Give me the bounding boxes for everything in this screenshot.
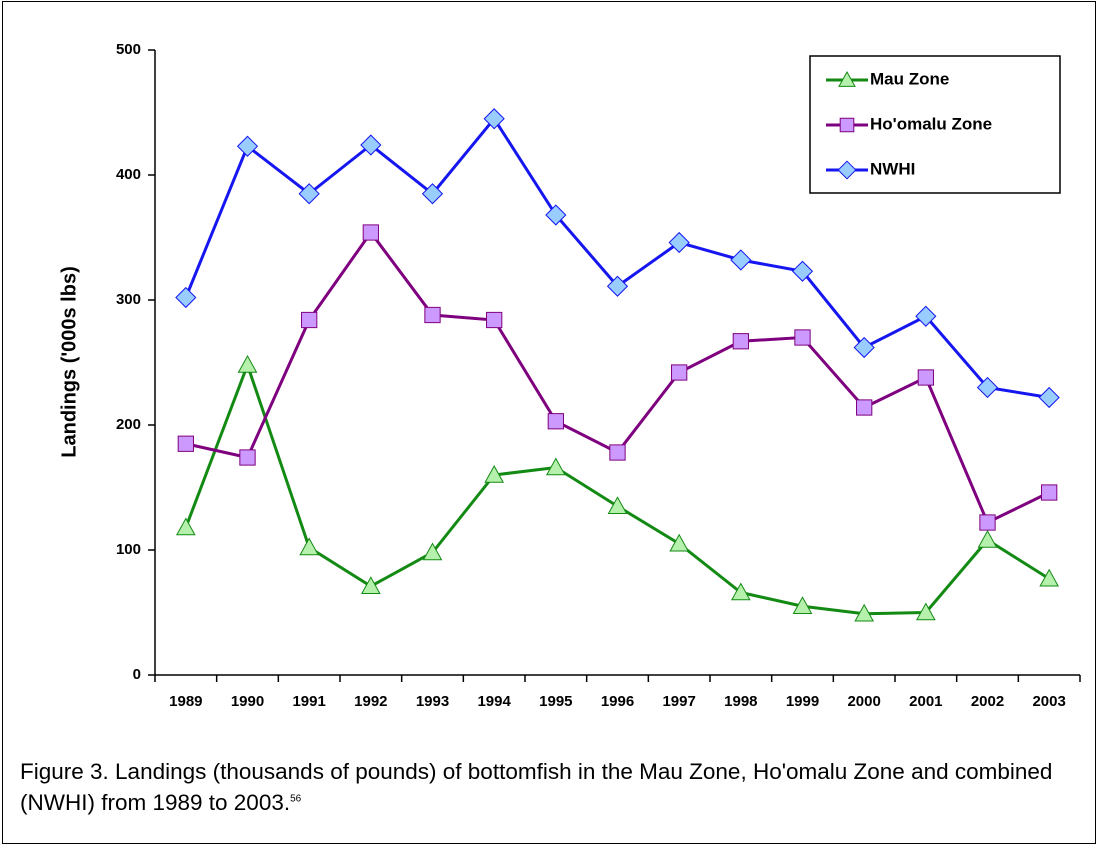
data-point (977, 529, 998, 548)
x-tick-label: 1994 (477, 693, 511, 710)
x-tick-label: 1990 (231, 693, 264, 710)
data-point (299, 537, 320, 556)
data-point (298, 183, 320, 205)
data-point (545, 204, 567, 226)
x-tick-label: 2002 (971, 693, 1004, 710)
data-point (424, 306, 441, 324)
y-axis-title: Landings ('000s lbs) (58, 266, 80, 457)
data-point (177, 435, 194, 452)
data-point (917, 369, 934, 386)
data-point (606, 275, 629, 297)
data-point (794, 329, 811, 346)
data-point (730, 249, 752, 271)
x-tick-label: 1993 (416, 693, 449, 710)
data-point (360, 576, 381, 594)
data-point (1039, 568, 1060, 587)
data-point (607, 496, 628, 514)
data-point (669, 533, 690, 552)
data-point (486, 311, 503, 329)
data-point (791, 260, 814, 282)
data-point (1041, 484, 1058, 501)
x-tick-label: 1996 (601, 693, 634, 710)
legend-marker (839, 117, 855, 133)
data-point (547, 413, 564, 430)
x-tick-label: 2003 (1032, 693, 1065, 710)
y-tick-label: 500 (116, 41, 141, 58)
caption-note: 56 (290, 793, 302, 805)
data-point (175, 286, 197, 309)
data-point (853, 336, 875, 359)
legend-label: Mau Zone (870, 69, 949, 88)
data-point (979, 514, 996, 531)
data-point (609, 444, 626, 461)
data-point (1038, 386, 1060, 409)
caption: Figure 3. Landings (thousands of pounds)… (20, 756, 1085, 818)
data-point (915, 305, 937, 327)
data-point (668, 231, 690, 254)
data-point (483, 108, 505, 130)
data-point (421, 183, 444, 205)
data-point (730, 582, 751, 601)
x-tick-label: 1999 (786, 693, 819, 710)
x-tick-label: 1989 (169, 693, 202, 710)
x-tick-label: 1997 (662, 693, 695, 710)
legend-label: NWHI (870, 159, 915, 178)
data-point (671, 364, 688, 381)
data-point (854, 603, 875, 622)
data-point (422, 542, 443, 561)
series-line (184, 360, 1050, 616)
data-point (236, 135, 259, 157)
data-point (732, 333, 749, 350)
data-point (360, 134, 382, 156)
data-point (301, 311, 318, 329)
data-point (237, 354, 258, 373)
y-tick-label: 100 (116, 541, 141, 558)
y-tick-label: 400 (116, 166, 141, 183)
x-tick-label: 1992 (354, 693, 387, 710)
x-tick-label: 2001 (909, 693, 942, 710)
data-point (239, 449, 256, 466)
y-tick-label: 0 (133, 666, 141, 683)
caption-text: Figure 3. Landings (thousands of pounds)… (20, 759, 1053, 815)
data-point (545, 457, 566, 476)
data-point (175, 517, 196, 536)
y-tick-label: 300 (116, 291, 141, 308)
legend-marker (838, 70, 856, 87)
data-point (856, 399, 873, 416)
legend-marker (837, 160, 857, 180)
x-tick-label: 1995 (539, 693, 572, 710)
data-point (976, 376, 999, 399)
legend-label: Ho'omalu Zone (870, 114, 992, 133)
data-point (915, 602, 936, 621)
data-point (362, 224, 379, 241)
x-tick-label: 1998 (724, 693, 757, 710)
x-tick-label: 1991 (292, 693, 325, 710)
x-tick-label: 2000 (847, 693, 880, 710)
data-point (792, 596, 813, 614)
y-tick-label: 200 (116, 416, 141, 433)
data-point (484, 464, 505, 483)
